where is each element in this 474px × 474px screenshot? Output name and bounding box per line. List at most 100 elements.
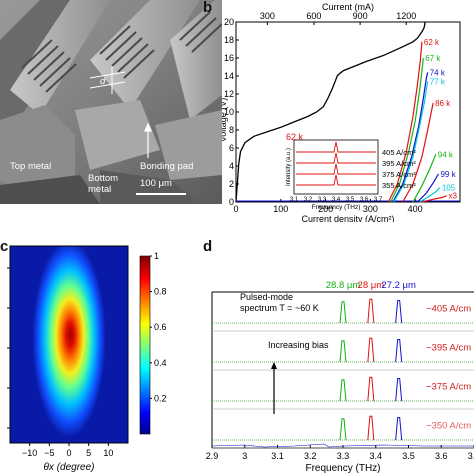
spectrum-peak bbox=[395, 300, 403, 324]
wavelength-label: 28 μm bbox=[358, 280, 385, 291]
y-tick-label: 18 bbox=[224, 35, 234, 45]
x-tick-label: 3 bbox=[242, 451, 247, 461]
panel-c-letter: c bbox=[0, 238, 9, 255]
y-axis-label: Voltage (V) bbox=[222, 98, 228, 143]
inset-trace-label: 405 A/cm² bbox=[382, 148, 416, 157]
bottom-metal-label-1: Bottom bbox=[88, 173, 119, 184]
x-tick-label: 3.7 bbox=[468, 451, 474, 461]
x-tick-label: 2.9 bbox=[206, 451, 219, 461]
top-metal-label: Top metal bbox=[10, 161, 52, 172]
x-tick-label: 3.6 bbox=[435, 451, 448, 461]
spectra-chart: 2.9 3 3.1 3.2 3.3 3.4 3.5 3.6 3.7 Frequency (THz)… bbox=[206, 280, 474, 474]
x-tick-label: 5 bbox=[86, 448, 91, 458]
spectrum-peak bbox=[339, 418, 347, 441]
y-tick-label: 12 bbox=[224, 89, 234, 99]
li-curve-label: 105 bbox=[442, 184, 456, 193]
scale-bar-label: 100 μm bbox=[140, 178, 172, 189]
colorbar-tick-label: 0.2 bbox=[154, 393, 167, 403]
spectrum-peak bbox=[367, 376, 375, 402]
x-tick-label: 0 bbox=[66, 448, 71, 458]
y-tick-label: 0 bbox=[229, 197, 234, 207]
inset-x-tick-label: 3.2 bbox=[304, 197, 313, 203]
y-tick-label: 8 bbox=[229, 125, 234, 135]
li-curve-label: x3 bbox=[449, 192, 458, 201]
inset-trace bbox=[296, 174, 376, 186]
li-curve-label: 99 k bbox=[440, 170, 456, 179]
spectrum-peak bbox=[367, 337, 375, 363]
y-tick-label: 20 bbox=[224, 17, 234, 27]
device-ridges bbox=[0, 0, 223, 204]
annotation-line-2: spectrum T = ~60 K bbox=[240, 303, 319, 313]
li-curve bbox=[419, 187, 441, 203]
spectrum-peak bbox=[339, 301, 347, 324]
x-tick-label: 3.4 bbox=[369, 451, 382, 461]
colorbar-tick-label: 1 bbox=[154, 251, 159, 261]
x-tick-label: 100 bbox=[273, 204, 288, 214]
spectrum-peak bbox=[339, 379, 347, 402]
panel-d-letter: d bbox=[203, 238, 213, 255]
y-tick-label: 2 bbox=[229, 179, 234, 189]
trace-bias-label: −350 A/cm bbox=[426, 421, 471, 432]
bonding-pad-arrow bbox=[144, 122, 152, 158]
panel-b-letter: b bbox=[203, 0, 213, 16]
y-tick-label: 10 bbox=[224, 107, 234, 117]
x-tick-label: −10 bbox=[22, 448, 37, 458]
bottom-metal-label-2: metal bbox=[88, 184, 112, 195]
inset-trace-label: 395 A/cm² bbox=[382, 159, 416, 168]
inset-trace-label: 375 A/cm² bbox=[382, 170, 416, 179]
x-tick-label: 400 bbox=[408, 204, 423, 214]
inset-x-axis-label: Frequency (THz) bbox=[312, 204, 361, 211]
x-tick-label: 200 bbox=[318, 204, 333, 214]
x-tick-label: 10 bbox=[103, 448, 113, 458]
x-tick-label: 3.5 bbox=[402, 451, 415, 461]
inset-x-tick-label: 3.7 bbox=[374, 197, 383, 203]
spectrum-peak bbox=[395, 378, 403, 402]
li-curve-label: 77 k bbox=[430, 77, 446, 86]
li-curve bbox=[412, 154, 437, 203]
y-tick-label: 16 bbox=[224, 53, 234, 63]
annotation-line-1: Pulsed-mode bbox=[240, 292, 293, 302]
x-axis-label: Current density (A/cm²) bbox=[301, 214, 394, 222]
li-curve-label: 86 k bbox=[435, 99, 451, 108]
inset-frame bbox=[293, 139, 379, 195]
inset-title: 62 k bbox=[286, 132, 304, 142]
top-x-axis-label: Current (mA) bbox=[322, 2, 374, 12]
noise-trace bbox=[211, 443, 474, 448]
iv-curve bbox=[235, 21, 426, 203]
spectrum-peak bbox=[367, 298, 375, 324]
colorbar-tick-label: 0.8 bbox=[154, 287, 167, 297]
trace-bias-label: −405 A/cm bbox=[426, 304, 471, 315]
li-curve-label: 62 k bbox=[424, 38, 440, 47]
li-curve bbox=[393, 81, 429, 203]
spectrum-peak bbox=[395, 417, 403, 441]
li-curve bbox=[390, 57, 424, 203]
inset-x-tick-label: 3.4 bbox=[332, 197, 341, 203]
inset-trace bbox=[296, 141, 376, 153]
li-curve bbox=[402, 102, 434, 203]
far-field-chart: −10 −5 0 5 10 θx (degree) 0.2 0.4 0.6 0.8 1 bbox=[7, 245, 167, 473]
inset-trace-label: 355 A/cm² bbox=[382, 181, 416, 190]
li-curve-label: 94 k bbox=[438, 150, 454, 159]
top-x-tick-label: 1200 bbox=[396, 11, 416, 21]
li-curve bbox=[387, 41, 423, 203]
wavelength-label: 28.8 μm bbox=[326, 280, 361, 291]
sem-image-panel: d Top metal Bottom metal Bonding pad 100… bbox=[0, 0, 223, 204]
spectrum-peak bbox=[339, 340, 347, 363]
li-curve bbox=[416, 173, 439, 203]
top-x-tick-label: 600 bbox=[306, 11, 321, 21]
spectrum-peak bbox=[395, 339, 403, 363]
top-x-tick-label: 900 bbox=[353, 11, 368, 21]
inset-x-tick-label: 3.6 bbox=[360, 197, 369, 203]
x-tick-label: 3.2 bbox=[304, 451, 317, 461]
li-curve bbox=[421, 195, 447, 203]
colorbar-tick-label: 0.4 bbox=[154, 358, 167, 368]
inset-x-tick-label: 3.1 bbox=[290, 197, 299, 203]
d-label: d bbox=[100, 76, 106, 87]
x-tick-label: 0 bbox=[233, 204, 238, 214]
li-curve-label: 74 k bbox=[430, 68, 446, 77]
x-axis-label: θx (degree) bbox=[43, 462, 94, 473]
y-tick-label: 6 bbox=[229, 143, 234, 153]
x-tick-label: 3.1 bbox=[271, 451, 284, 461]
x-axis-label: Frequency (THz) bbox=[305, 463, 380, 474]
